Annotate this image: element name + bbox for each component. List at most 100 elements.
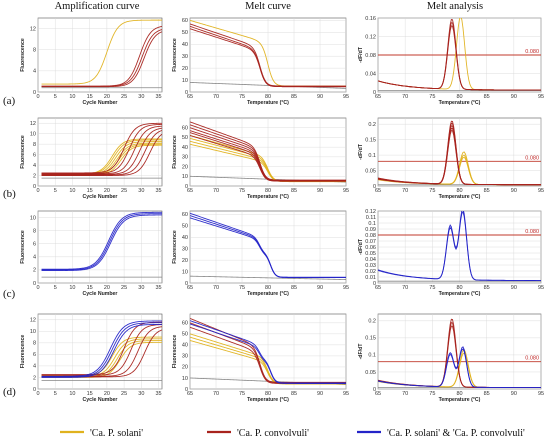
y-tick-label: 10 <box>30 329 36 335</box>
x-tick-label: 80 <box>265 188 271 194</box>
series-line-convolvuli <box>41 122 162 174</box>
y-tick-label: 0.02 <box>365 269 376 275</box>
series-line-convolvuli <box>41 31 162 88</box>
x-tick-label: 25 <box>121 285 127 291</box>
y-tick-label: 10 <box>182 174 188 180</box>
y-axis-label: Fluorescence <box>20 135 26 169</box>
x-tick-label: 65 <box>375 94 381 100</box>
x-axis-label: Temperature (°C) <box>247 100 289 106</box>
series-lines <box>378 318 541 389</box>
chart-melt-curve-b: 65 70 75 80 85 90 95 0 10 20 30 40 50 60 Temperature (… <box>172 117 349 200</box>
y-tick-label: 0.04 <box>365 257 376 263</box>
row-label-b: (b) <box>3 188 16 200</box>
y-tick-label: 0 <box>373 184 376 190</box>
x-tick-label: 0 <box>36 188 39 194</box>
x-tick-label: 65 <box>375 391 381 397</box>
chart-melt-analysis-a: 65 70 75 80 85 90 95 0 0.04 0.08 0.12 0.16 Temperatu… <box>358 16 544 106</box>
x-tick-label: 80 <box>456 285 462 291</box>
series-lines <box>190 212 346 280</box>
y-tick-label: 0.05 <box>365 370 376 376</box>
series-line-convolvuli <box>41 125 162 175</box>
x-tick-label: 70 <box>402 285 408 291</box>
y-axis-label: Fluorescence <box>20 230 26 264</box>
y-tick-label: 0.16 <box>365 16 376 22</box>
series-line-mix <box>41 214 162 272</box>
series-line-convolvuli <box>41 129 162 176</box>
x-axis-label: Cycle Number <box>83 194 118 200</box>
y-tick-label: 4 <box>33 255 36 261</box>
legend-label-mix: 'Ca. P. solani' & 'Ca. P. convolvuli' <box>387 428 525 439</box>
x-tick-label: 85 <box>291 285 297 291</box>
x-tick-label: 80 <box>456 94 462 100</box>
y-tick-label: 10 <box>182 376 188 382</box>
x-tick-label: 95 <box>343 391 349 397</box>
y-tick-label: 6 <box>33 242 36 248</box>
y-tick-label: 6 <box>33 352 36 358</box>
series-line-convolvuli <box>190 317 346 383</box>
legend-label-solani: 'Ca. P. solani' <box>90 428 143 439</box>
x-tick-label: 65 <box>187 391 193 397</box>
x-tick-label: 25 <box>121 391 127 397</box>
y-tick-label: 0.1 <box>368 353 376 359</box>
series-line-mix <box>378 211 541 281</box>
x-tick-label: 80 <box>265 285 271 291</box>
x-tick-label: 0 <box>36 391 39 397</box>
series-line-mix <box>41 322 162 378</box>
y-axis-label: -dF/dT <box>358 238 364 255</box>
chart-amplification-b: 0 5 10 15 20 25 30 35 0 2 4 6 8 10 12 Cycle Number Fluor… <box>20 117 163 200</box>
y-tick-label: 0.11 <box>366 215 376 221</box>
y-tick-label: 0.1 <box>368 153 376 159</box>
x-tick-label: 70 <box>213 391 219 397</box>
x-tick-label: 35 <box>155 94 161 100</box>
x-tick-label: 80 <box>456 391 462 397</box>
x-tick-label: 65 <box>187 188 193 194</box>
x-tick-label: 25 <box>121 94 127 100</box>
y-tick-label: 50 <box>182 224 188 230</box>
chart-melt-analysis-b: 65 70 75 80 85 90 95 0 0.05 0.1 0.15 0.2 Temperature… <box>358 117 544 200</box>
x-tick-label: 70 <box>213 285 219 291</box>
y-tick-label: 10 <box>182 78 188 84</box>
y-tick-label: 2 <box>33 375 36 381</box>
y-tick-label: 4 <box>33 163 36 169</box>
x-tick-label: 10 <box>69 391 75 397</box>
x-tick-label: 90 <box>317 391 323 397</box>
x-tick-label: 30 <box>138 285 144 291</box>
x-axis-label: Temperature (°C) <box>439 100 481 106</box>
x-axis-label: Temperature (°C) <box>247 397 289 403</box>
y-tick-label: 20 <box>182 66 188 72</box>
y-tick-label: 2 <box>33 268 36 274</box>
series-line-convolvuli <box>378 130 541 186</box>
y-tick-label: 4 <box>33 69 36 75</box>
y-tick-label: 30 <box>182 247 188 253</box>
y-tick-label: 0 <box>185 281 188 287</box>
series-line-convolvuli <box>190 130 346 182</box>
chart-amplification-a: 0 5 10 15 20 25 30 35 0 4 8 12 Cycle Number Fluoresce… <box>20 17 163 106</box>
row-label-d: (d) <box>3 386 16 398</box>
x-tick-label: 95 <box>343 94 349 100</box>
y-tick-label: 4 <box>33 364 36 370</box>
y-tick-label: 8 <box>33 142 36 148</box>
y-tick-label: 0.1 <box>368 221 376 227</box>
y-tick-label: 0.2 <box>368 122 376 128</box>
x-tick-label: 75 <box>429 188 435 194</box>
x-tick-label: 90 <box>317 94 323 100</box>
x-tick-label: 85 <box>484 188 490 194</box>
x-tick-label: 65 <box>187 285 193 291</box>
y-tick-label: 60 <box>182 126 188 132</box>
x-axis-label: Temperature (°C) <box>247 194 289 200</box>
x-tick-label: 80 <box>265 94 271 100</box>
series-lines <box>190 317 346 385</box>
series-line-convolvuli <box>41 123 162 174</box>
chart-melt-curve-d: 65 70 75 80 85 90 95 0 10 20 30 40 50 60 Temperature (… <box>172 313 349 403</box>
x-tick-label: 20 <box>104 391 110 397</box>
y-axis-label: -dF/dT <box>358 143 364 160</box>
x-tick-label: 30 <box>138 94 144 100</box>
series-line-baseline <box>190 275 346 280</box>
y-tick-label: 0.15 <box>365 336 376 342</box>
column-title-melt-curve: Melt curve <box>245 1 291 12</box>
row-label-a: (a) <box>3 95 16 107</box>
series-line-convolvuli <box>190 28 346 88</box>
x-tick-label: 70 <box>213 188 219 194</box>
y-tick-label: 50 <box>182 30 188 36</box>
x-tick-label: 65 <box>375 188 381 194</box>
